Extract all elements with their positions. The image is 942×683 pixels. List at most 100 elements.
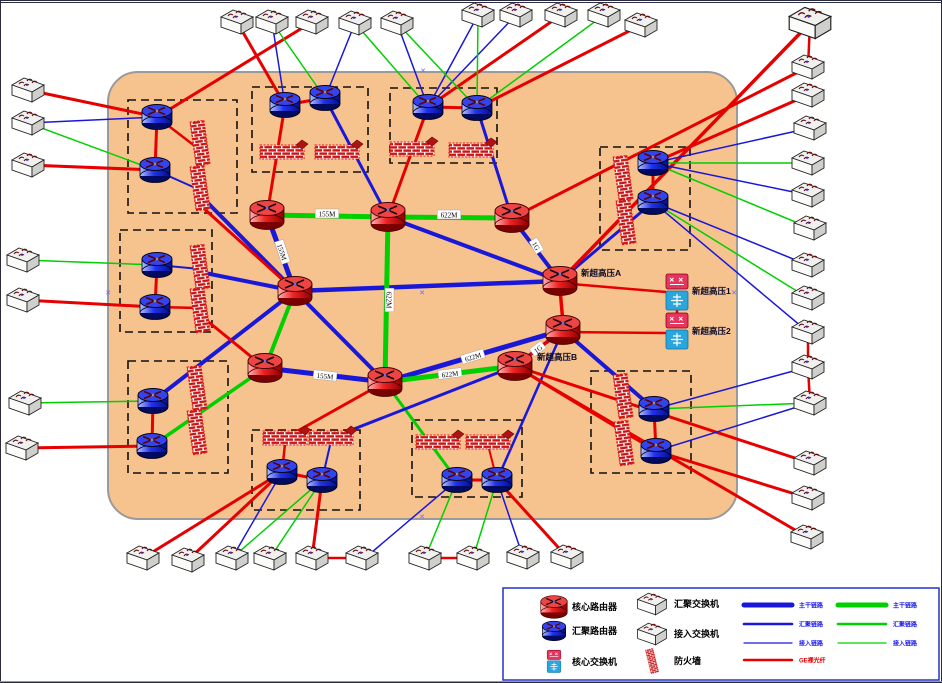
aggregation-router-icon[interactable] bbox=[461, 94, 493, 122]
blue-link[interactable] bbox=[386, 215, 562, 283]
aggregation-router-icon[interactable] bbox=[640, 437, 672, 465]
blue-link[interactable] bbox=[495, 328, 565, 482]
access-switch-icon[interactable] bbox=[793, 450, 827, 476]
green-link[interactable] bbox=[652, 201, 809, 299]
ge-fiber-link[interactable] bbox=[310, 478, 324, 560]
green-link[interactable] bbox=[652, 162, 811, 229]
access-switch-icon[interactable] bbox=[456, 545, 490, 571]
blue-link[interactable] bbox=[151, 289, 297, 403]
ge-fiber-link[interactable] bbox=[265, 103, 287, 217]
ge-fiber-link[interactable] bbox=[235, 20, 287, 107]
aggregation-router-icon[interactable] bbox=[269, 91, 301, 119]
access-switch-icon[interactable] bbox=[791, 485, 825, 511]
core-router-icon[interactable] bbox=[370, 201, 406, 233]
core-switch-icon[interactable] bbox=[665, 273, 689, 311]
green-link[interactable] bbox=[354, 22, 429, 108]
access-switch-icon[interactable] bbox=[788, 6, 832, 40]
access-switch-icon[interactable] bbox=[255, 9, 289, 35]
access-switch-icon[interactable] bbox=[793, 115, 827, 141]
access-switch-icon[interactable] bbox=[11, 110, 45, 136]
blue-link[interactable] bbox=[293, 289, 387, 384]
ge-fiber-link[interactable] bbox=[198, 203, 297, 293]
blue-link[interactable] bbox=[652, 162, 809, 196]
access-switch-icon[interactable] bbox=[791, 150, 825, 176]
aggregation-router-icon[interactable] bbox=[638, 395, 670, 423]
access-switch-icon[interactable] bbox=[408, 545, 442, 571]
green-link[interactable] bbox=[231, 479, 323, 559]
ge-fiber-link[interactable] bbox=[386, 105, 430, 219]
aggregation-router-icon[interactable] bbox=[441, 466, 473, 494]
access-switch-icon[interactable] bbox=[791, 54, 825, 80]
green-link[interactable] bbox=[476, 14, 605, 109]
access-switch-icon[interactable] bbox=[499, 2, 533, 28]
core-router-icon[interactable] bbox=[277, 275, 313, 307]
access-switch-icon[interactable] bbox=[791, 252, 825, 278]
access-switch-icon[interactable] bbox=[550, 544, 584, 570]
ge-fiber-link[interactable] bbox=[141, 470, 284, 560]
ge-fiber-link[interactable] bbox=[654, 449, 810, 500]
access-switch-icon[interactable] bbox=[6, 247, 40, 273]
aggregation-router-icon[interactable] bbox=[309, 84, 341, 112]
access-switch-icon[interactable] bbox=[11, 152, 45, 178]
blue-link[interactable] bbox=[561, 328, 656, 411]
core-router-icon[interactable] bbox=[249, 199, 285, 231]
aggregation-router-icon[interactable] bbox=[139, 156, 171, 184]
blue-link[interactable] bbox=[231, 471, 283, 559]
access-switch-icon[interactable] bbox=[11, 77, 45, 103]
ge-fiber-link[interactable] bbox=[155, 20, 314, 119]
green-link[interactable] bbox=[424, 479, 458, 559]
ge-fiber-link[interactable] bbox=[20, 444, 154, 450]
access-switch-icon[interactable] bbox=[461, 2, 495, 28]
ge-fiber-link[interactable] bbox=[558, 21, 812, 283]
core-router-icon[interactable] bbox=[497, 350, 533, 382]
green-link[interactable] bbox=[150, 366, 267, 448]
blue-link[interactable] bbox=[364, 479, 458, 559]
green-link[interactable] bbox=[22, 259, 158, 266]
access-switch-icon[interactable] bbox=[793, 215, 827, 241]
blue-link[interactable] bbox=[652, 127, 811, 164]
blue-link[interactable] bbox=[652, 201, 809, 333]
ge-fiber-link[interactable] bbox=[26, 163, 157, 172]
green-link[interactable] bbox=[383, 380, 459, 482]
access-switch-icon[interactable] bbox=[624, 12, 658, 38]
access-switch-icon[interactable] bbox=[791, 285, 825, 311]
access-switch-icon[interactable] bbox=[793, 390, 827, 416]
blue-link[interactable] bbox=[427, 14, 479, 108]
aggregation-router-icon[interactable] bbox=[141, 103, 173, 131]
core-switch-icon[interactable] bbox=[665, 312, 689, 350]
core-router-icon[interactable] bbox=[494, 202, 530, 234]
access-switch-icon[interactable] bbox=[6, 287, 40, 313]
access-switch-icon[interactable] bbox=[506, 544, 540, 570]
access-switch-icon[interactable] bbox=[791, 354, 825, 380]
green-link[interactable] bbox=[476, 14, 479, 109]
blue-link[interactable] bbox=[496, 479, 524, 558]
blue-link[interactable] bbox=[329, 364, 517, 440]
ge-fiber-link[interactable] bbox=[510, 65, 810, 220]
ge-fiber-link[interactable] bbox=[651, 93, 810, 165]
access-switch-icon[interactable] bbox=[215, 545, 249, 571]
aggregation-router-icon[interactable] bbox=[481, 466, 513, 494]
green-link[interactable] bbox=[269, 479, 323, 559]
green-link[interactable] bbox=[24, 400, 154, 404]
green-link[interactable] bbox=[271, 21, 326, 99]
core-router-icon[interactable] bbox=[542, 265, 578, 297]
ge-fiber-link[interactable] bbox=[21, 298, 157, 309]
access-switch-icon[interactable] bbox=[8, 390, 42, 416]
ge-fiber-link[interactable] bbox=[186, 470, 284, 562]
aggregation-router-icon[interactable] bbox=[306, 466, 338, 494]
aggregation-router-icon[interactable] bbox=[637, 149, 669, 177]
access-switch-icon[interactable] bbox=[171, 547, 205, 573]
ge-fiber-link[interactable] bbox=[475, 23, 643, 110]
access-switch-icon[interactable] bbox=[380, 10, 414, 36]
access-switch-icon[interactable] bbox=[791, 182, 825, 208]
blue-link[interactable] bbox=[27, 116, 158, 124]
blue-link[interactable] bbox=[271, 21, 286, 106]
blue-link[interactable] bbox=[652, 201, 809, 266]
access-switch-icon[interactable] bbox=[295, 545, 329, 571]
access-switch-icon[interactable] bbox=[220, 9, 254, 35]
ge-fiber-link[interactable] bbox=[495, 478, 569, 559]
blue-link[interactable] bbox=[427, 14, 517, 108]
ge-fiber-link[interactable] bbox=[426, 13, 563, 109]
green-link[interactable] bbox=[396, 22, 478, 109]
access-switch-icon[interactable] bbox=[345, 545, 379, 571]
